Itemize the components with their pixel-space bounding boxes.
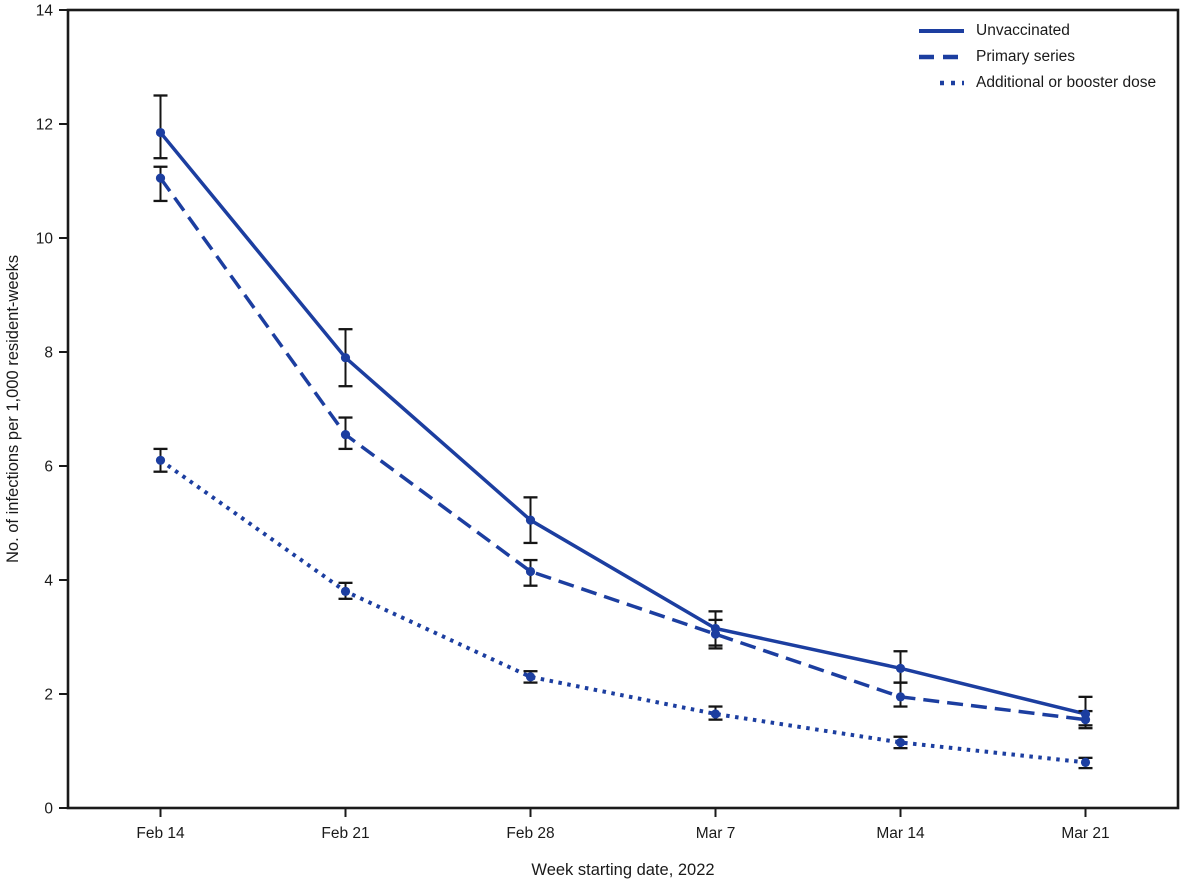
legend-label: Primary series: [976, 48, 1076, 65]
y-axis-tick-label: 8: [44, 345, 53, 362]
data-point: [340, 353, 351, 363]
legend: Unvaccinated Primary series Additional o…: [918, 18, 1156, 96]
x-axis-tick-label: Feb 21: [321, 825, 369, 842]
data-point: [1080, 757, 1091, 768]
y-axis-tick-label: 12: [36, 117, 53, 134]
data-point: [340, 586, 351, 597]
legend-label: Additional or booster dose: [976, 74, 1157, 91]
y-axis-tick-label: 0: [44, 801, 53, 818]
data-point: [710, 709, 721, 719]
legend-label: Unvaccinated: [976, 22, 1070, 39]
data-point: [895, 737, 906, 748]
y-axis-tick-label: 10: [36, 231, 54, 248]
legend-item-primary-series: Primary series: [918, 44, 1156, 70]
data-point: [710, 629, 721, 639]
x-axis-tick-label: Mar 14: [876, 825, 925, 842]
x-axis-tick-label: Feb 28: [506, 825, 554, 842]
data-point: [155, 173, 166, 183]
data-point: [525, 672, 536, 682]
x-axis-title: Week starting date, 2022: [531, 861, 715, 879]
data-point: [525, 566, 536, 577]
series-line-dashed: [159, 177, 1086, 722]
x-axis-tick-label: Feb 14: [136, 825, 185, 842]
legend-item-booster: Additional or booster dose: [918, 70, 1156, 96]
legend-item-unvaccinated: Unvaccinated: [918, 18, 1156, 44]
data-point: [895, 663, 906, 673]
x-axis-tick-label: Mar 7: [696, 825, 736, 842]
legend-dotted-line-icon: [940, 80, 964, 86]
y-axis-tick-label: 14: [36, 3, 54, 20]
x-axis-tick-label: Mar 21: [1061, 825, 1109, 842]
data-point: [340, 430, 351, 440]
data-point: [155, 455, 166, 465]
data-point: [525, 515, 536, 525]
legend-solid-line-icon: [919, 29, 964, 33]
legend-dashed-line-icon: [919, 54, 964, 60]
series-line-solid: [159, 131, 1086, 716]
y-axis-tick-label: 2: [44, 687, 53, 704]
data-point: [155, 127, 166, 138]
y-axis-title: No. of infections per 1,000 resident-wee…: [4, 254, 22, 564]
y-axis-tick-label: 4: [44, 573, 53, 590]
plot-border: [66, 8, 1180, 810]
data-point: [1080, 715, 1091, 725]
y-axis-tick-label: 6: [44, 459, 53, 476]
data-point: [895, 692, 906, 702]
series-line-dotted: [159, 458, 1086, 765]
